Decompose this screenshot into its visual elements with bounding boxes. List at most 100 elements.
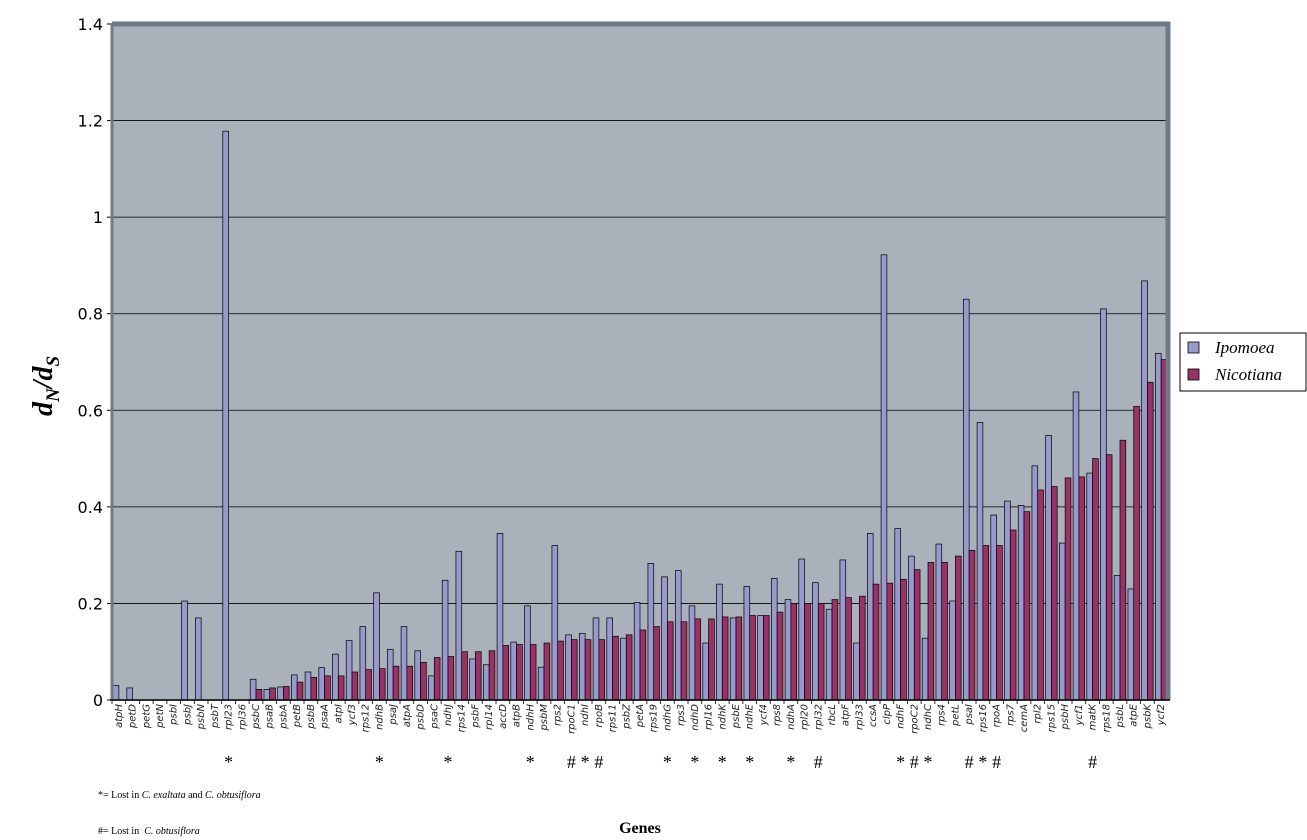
bar-ipomoea-rpl14 <box>483 664 490 701</box>
bar-nicotiana-ndhE <box>749 615 756 701</box>
bar-ipomoea-psbL <box>1113 575 1121 701</box>
bar-nicotiana-atpE <box>1133 406 1140 701</box>
loss-marker-rpoC2: # <box>910 752 919 772</box>
bar-ipomoea-psaI <box>963 298 970 701</box>
bar-ipomoea-psbM <box>537 666 545 701</box>
gene-label: ndhE <box>745 703 756 729</box>
bar-nicotiana-rps11 <box>612 635 619 701</box>
bar-ipomoea-ndhC <box>921 637 929 701</box>
loss-marker-ndhA: * <box>786 752 795 772</box>
bar-ipomoea-psbH <box>1059 542 1066 701</box>
loss-marker-ndhC: * <box>924 752 933 772</box>
gene-label: atpH <box>114 704 125 728</box>
gene-label: rps11 <box>608 704 619 732</box>
bar-ipomoea-atpF <box>839 559 847 701</box>
bar-ipomoea-atpI <box>332 653 339 701</box>
y-tick-label: 0.2 <box>78 594 103 613</box>
bar-ipomoea-psbC <box>249 678 257 701</box>
bar-ipomoea-rpl16 <box>702 642 709 701</box>
y-tick-label: 0.6 <box>78 401 103 420</box>
gene-label: psaI <box>964 704 975 726</box>
gene-label: petB <box>292 704 303 728</box>
gene-label: psbZ <box>621 703 632 730</box>
gene-label: psbB <box>306 704 317 730</box>
gene-label: psbT <box>210 703 221 729</box>
gene-label: petN <box>155 703 166 728</box>
y-axis-ticks: 0 0.2 0.4 0.6 0.8 1 1.2 1.4 <box>78 15 112 710</box>
gene-label: rpl14 <box>484 704 495 730</box>
y-tick-label: 1.2 <box>78 112 103 131</box>
loss-marker-ndhE: * <box>745 752 754 772</box>
bar-nicotiana-rps18 <box>1105 454 1113 701</box>
bar-nicotiana-psbH <box>1064 477 1072 701</box>
bar-nicotiana-psaC <box>433 657 441 701</box>
bar-ipomoea-ycf3 <box>345 640 353 701</box>
bar-ipomoea-atpH <box>112 685 120 701</box>
loss-marker-ndhJ: * <box>444 752 453 772</box>
bar-ipomoea-rpl33 <box>853 642 860 701</box>
bar-nicotiana-psbC <box>255 689 263 701</box>
bar-nicotiana-rps8 <box>776 611 784 701</box>
gene-label: rpl16 <box>704 704 715 730</box>
gene-label: psbN <box>196 703 207 730</box>
gridlines <box>112 120 1168 604</box>
bar-nicotiana-psaJ <box>392 665 400 701</box>
gene-label: rpoC2 <box>909 704 920 734</box>
bar-nicotiana-atpB <box>516 644 523 701</box>
gene-label: rpoA <box>992 704 1003 728</box>
bar-nicotiana-rpoC1 <box>571 639 578 701</box>
bar-nicotiana-atpA <box>406 665 413 701</box>
bar-nicotiana-ycf1 <box>1078 476 1085 701</box>
bar-ipomoea-atpA <box>400 626 408 701</box>
y-tick-label: 1 <box>93 208 103 227</box>
gene-label: psbM <box>539 704 550 732</box>
loss-marker-rpoB: # <box>594 752 603 772</box>
gene-label: ndhD <box>690 704 701 731</box>
bar-nicotiana-rpl14 <box>488 650 496 701</box>
bar-nicotiana-petB <box>296 681 304 701</box>
legend-label-nicotiana: Nicotiana <box>1214 365 1282 384</box>
gene-label: ndhA <box>786 704 797 730</box>
gene-label: rpl33 <box>854 704 865 730</box>
gene-label: psbH <box>1060 704 1071 731</box>
bar-ipomoea-psbZ <box>620 637 627 701</box>
gene-label: ycf1 <box>1074 704 1085 726</box>
x-axis-ticks <box>111 700 1155 704</box>
bar-ipomoea-rps3 <box>675 570 682 701</box>
bar-ipomoea-petD <box>126 687 133 701</box>
bar-nicotiana-petA <box>639 629 647 701</box>
bar-ipomoea-rps14 <box>455 550 463 701</box>
note-star: *= Lost in C. exaltata and C. obtusiflor… <box>98 790 261 801</box>
gene-label: psbA <box>278 704 289 730</box>
gene-label: rpoB <box>594 704 605 728</box>
bar-nicotiana-ndhD <box>694 618 701 701</box>
bar-ipomoea-ndhK <box>716 583 723 701</box>
bar-nicotiana-psaI <box>968 549 976 701</box>
bar-ipomoea-petL <box>949 600 956 701</box>
bar-nicotiana-clpP <box>886 582 893 701</box>
bar-nicotiana-ndhH <box>529 644 537 701</box>
gene-label: psaB <box>265 704 276 730</box>
loss-marker-ndhK: * <box>718 752 727 772</box>
bar-nicotiana-ycf3 <box>351 671 359 701</box>
gene-label: rpl20 <box>800 704 811 730</box>
gene-label: petG <box>141 704 152 729</box>
gene-label: psaJ <box>388 704 399 726</box>
bar-ipomoea-ycf2 <box>1155 352 1162 701</box>
gene-label: rpl36 <box>237 704 248 730</box>
bar-nicotiana-accD <box>502 645 509 701</box>
bar-ipomoea-rpoC2 <box>908 555 915 701</box>
bar-nicotiana-ndhF <box>900 578 907 701</box>
bar-ipomoea-rps15 <box>1045 435 1052 701</box>
bar-nicotiana-psbK <box>1147 381 1154 701</box>
gene-label: rps15 <box>1046 704 1057 732</box>
bar-ipomoea-rpoA <box>990 514 997 701</box>
bar-nicotiana-rpoC2 <box>913 569 921 701</box>
gene-label: psbC <box>251 704 262 730</box>
gene-label: ndhK <box>717 703 728 730</box>
gene-label: rbcL <box>827 704 838 726</box>
bar-nicotiana-rpl16 <box>708 618 715 701</box>
gene-label: rps12 <box>361 704 372 732</box>
gene-label: rps7 <box>1005 703 1016 726</box>
